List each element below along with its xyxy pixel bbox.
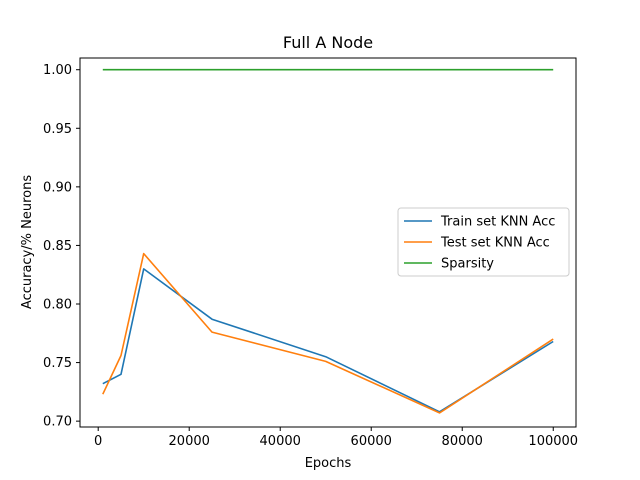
y-tick-label: 1.00 bbox=[43, 63, 72, 78]
series-line-0 bbox=[102, 268, 554, 413]
legend-label-0: Train set KNN Acc bbox=[440, 215, 555, 230]
y-axis: 0.70 0.75 0.80 0.85 0.90 0.95 1.00 bbox=[43, 63, 80, 430]
legend-label-2: Sparsity bbox=[441, 257, 494, 272]
y-tick-label: 0.75 bbox=[43, 356, 72, 371]
y-axis-title: Accuracy/% Neurons bbox=[20, 175, 35, 309]
plot-frame bbox=[79, 57, 577, 428]
series-line-1 bbox=[102, 252, 554, 414]
x-tick-label: 0 bbox=[94, 434, 102, 449]
x-tick-label: 80000 bbox=[442, 434, 483, 449]
x-axis: 0 20000 40000 60000 80000 100000 bbox=[94, 427, 578, 449]
x-tick-label: 40000 bbox=[260, 434, 301, 449]
legend: Train set KNN Acc Test set KNN Acc Sparsit… bbox=[397, 207, 570, 277]
y-tick-label: 0.85 bbox=[43, 239, 72, 254]
legend-box bbox=[397, 207, 570, 277]
x-tick-label: 60000 bbox=[351, 434, 392, 449]
y-tick-label: 0.95 bbox=[43, 122, 72, 137]
x-axis-title: Epochs bbox=[305, 456, 352, 471]
y-tick-label: 0.90 bbox=[43, 180, 72, 195]
y-tick-label: 0.70 bbox=[43, 415, 72, 430]
y-tick-label: 0.80 bbox=[43, 298, 72, 313]
x-tick-label: 100000 bbox=[528, 434, 578, 449]
legend-label-1: Test set KNN Acc bbox=[440, 236, 550, 251]
x-tick-label: 20000 bbox=[169, 434, 210, 449]
series-layer bbox=[102, 68, 554, 414]
chart-title: Full A Node bbox=[283, 33, 373, 52]
